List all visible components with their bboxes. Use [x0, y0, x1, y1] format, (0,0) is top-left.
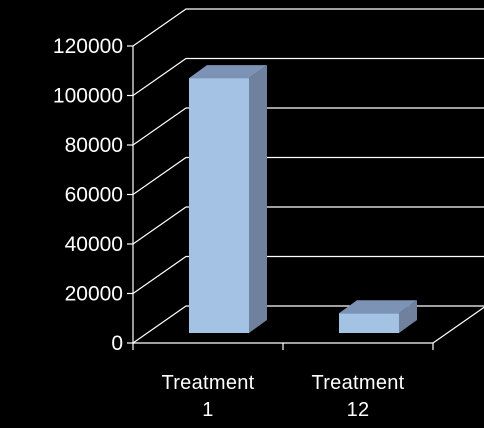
y-axis-tick-labels: 0 20000 40000 60000 80000 100000 120000 — [53, 35, 123, 355]
y-tick-label: 40000 — [65, 233, 123, 256]
gridline — [132, 255, 484, 294]
chart-grid — [132, 8, 484, 344]
y-tick-label: 0 — [111, 332, 123, 355]
y-tick-label: 80000 — [65, 134, 123, 157]
gridline — [132, 57, 484, 96]
bar-top-face — [189, 65, 267, 79]
bar — [339, 300, 417, 333]
x-tick-label: Treatment 1 — [161, 372, 254, 421]
y-tick-label: 20000 — [65, 283, 123, 306]
y-tick-label: 100000 — [53, 85, 123, 108]
bar-front-face — [189, 78, 249, 333]
gridline — [132, 8, 484, 47]
chart-bars — [189, 65, 417, 333]
bar-front-face — [339, 313, 399, 333]
gridline — [132, 107, 484, 146]
bar-side-face — [249, 65, 267, 333]
x-axis-tick-labels: Treatment 1 Treatment 12 — [161, 372, 404, 421]
y-tick-label: 120000 — [53, 35, 123, 58]
floor-edge — [432, 306, 484, 344]
gridline — [132, 156, 484, 195]
gridline — [132, 206, 484, 245]
chart-axes — [127, 45, 434, 350]
y-tick-label: 60000 — [65, 184, 123, 207]
bar-side-face — [399, 300, 417, 333]
gridline — [132, 305, 484, 344]
bar-top-face — [339, 300, 417, 314]
x-tick-label: Treatment 12 — [311, 372, 404, 421]
bar — [189, 65, 267, 333]
